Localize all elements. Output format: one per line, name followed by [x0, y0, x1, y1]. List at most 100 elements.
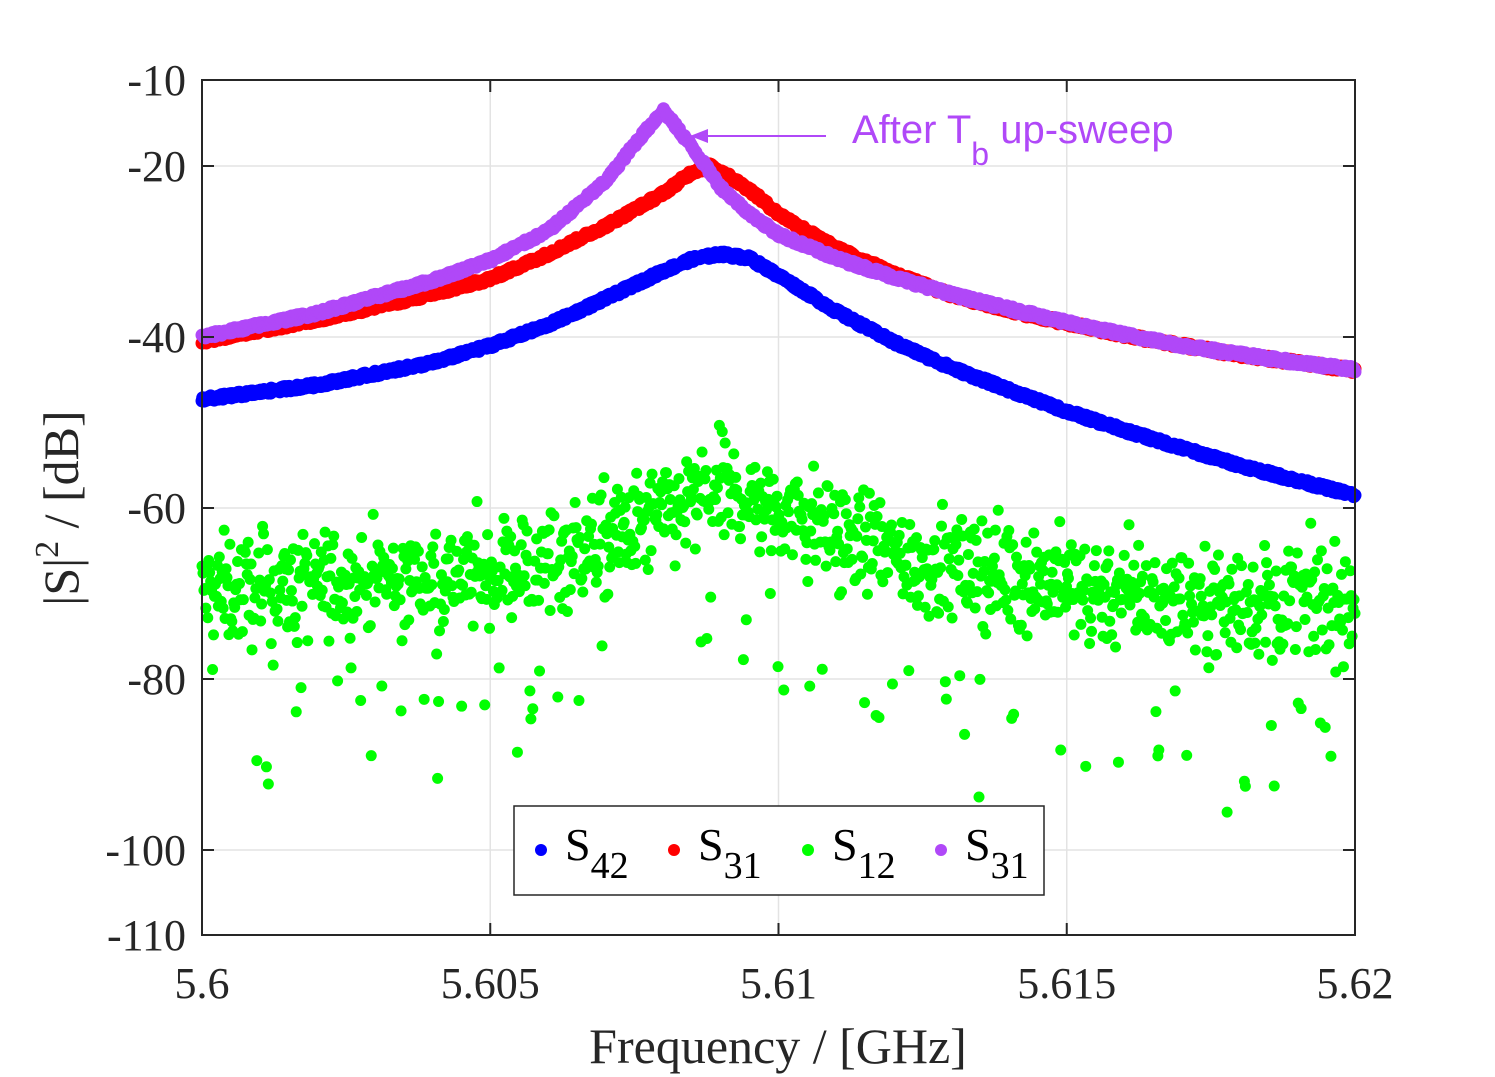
marker-s12 [264, 587, 276, 599]
marker-s12 [730, 471, 742, 483]
marker-s12 [942, 601, 954, 613]
marker-s12 [245, 558, 257, 570]
marker-s12 [579, 543, 591, 555]
marker-s12 [642, 564, 654, 576]
marker-s12 [1068, 629, 1080, 641]
marker-s12 [596, 640, 608, 652]
marker-s12 [364, 620, 376, 632]
marker-s12 [755, 477, 767, 489]
marker-s12 [538, 577, 550, 589]
marker-s12 [496, 584, 508, 596]
marker-s12 [1253, 648, 1265, 660]
marker-s12 [806, 498, 818, 510]
marker-s12 [255, 615, 267, 627]
marker-s12 [919, 601, 931, 613]
marker-s12 [290, 706, 302, 718]
marker-s12 [1261, 557, 1273, 569]
marker-s12 [395, 705, 407, 717]
marker-s12 [1128, 559, 1140, 571]
marker-s12 [202, 612, 214, 624]
marker-s12 [566, 550, 578, 562]
marker-s12 [506, 612, 518, 624]
marker-s12 [277, 575, 289, 587]
marker-s12 [1147, 576, 1159, 588]
marker-s12 [457, 579, 469, 591]
marker-s12 [816, 663, 828, 675]
marker-s12 [681, 456, 693, 468]
marker-s12 [1011, 551, 1023, 563]
marker-s12 [595, 489, 607, 501]
marker-s12 [1115, 607, 1127, 619]
marker-s12 [740, 614, 752, 626]
marker-s12 [283, 564, 295, 576]
marker-s12 [577, 586, 589, 598]
marker-s12 [267, 659, 279, 671]
marker-s12 [1336, 568, 1348, 580]
marker-s12 [244, 573, 256, 585]
marker-s12 [416, 561, 428, 573]
marker-s12 [325, 552, 337, 564]
marker-s12 [851, 530, 863, 542]
marker-s12 [1002, 604, 1014, 616]
marker-s12 [1295, 703, 1307, 715]
marker-s12 [711, 482, 723, 494]
marker-s12 [691, 509, 703, 521]
marker-s12 [239, 546, 251, 558]
marker-s12 [1000, 594, 1012, 606]
marker-s12 [1199, 540, 1211, 552]
marker-s12 [1123, 519, 1135, 531]
marker-s12 [1323, 639, 1335, 651]
marker-s12 [822, 480, 834, 492]
marker-s12 [1084, 638, 1096, 650]
marker-s12 [935, 520, 947, 532]
marker-s12 [882, 567, 894, 579]
marker-s12 [1223, 578, 1235, 590]
marker-s12 [719, 437, 731, 449]
marker-s12 [237, 594, 249, 606]
marker-s12 [367, 508, 379, 520]
marker-s12 [1219, 627, 1231, 639]
marker-s12 [442, 553, 454, 565]
marker-s12 [1284, 595, 1296, 607]
marker-s12 [1286, 561, 1298, 573]
marker-s12 [939, 676, 951, 688]
marker-s12 [1112, 756, 1124, 768]
marker-s12 [828, 508, 840, 520]
marker-s12 [943, 553, 955, 565]
marker-s12 [835, 586, 847, 598]
marker-s12 [323, 635, 335, 647]
marker-s12 [866, 557, 878, 569]
marker-s12 [534, 665, 546, 677]
marker-s12 [1080, 760, 1092, 772]
marker-s12 [492, 575, 504, 587]
marker-s12 [527, 703, 539, 715]
marker-s12 [779, 543, 791, 555]
marker-s12 [1308, 630, 1320, 642]
marker-s12 [910, 532, 922, 544]
marker-s12 [1003, 524, 1015, 536]
marker-s12 [1149, 557, 1161, 569]
marker-s12 [646, 468, 658, 480]
marker-s12 [1344, 565, 1356, 577]
marker-s12 [805, 525, 817, 537]
marker-s12 [1106, 629, 1118, 641]
marker-s12 [1187, 616, 1199, 628]
marker-s12 [854, 501, 866, 513]
marker-s12 [1029, 603, 1041, 615]
marker-s12 [722, 507, 734, 519]
marker-s12 [861, 588, 873, 600]
marker-s12 [980, 628, 992, 640]
marker-s12 [1148, 591, 1160, 603]
marker-s12 [988, 552, 1000, 564]
marker-s12 [1136, 570, 1148, 582]
marker-s12 [221, 572, 233, 584]
marker-s12 [855, 568, 867, 580]
series-s12 [196, 419, 1361, 818]
marker-s12 [953, 554, 965, 566]
marker-s12 [857, 551, 869, 563]
marker-s12 [360, 589, 372, 601]
marker-s12 [236, 626, 248, 638]
marker-s12 [894, 547, 906, 559]
marker-s12 [1283, 545, 1295, 557]
marker-s12 [983, 587, 995, 599]
